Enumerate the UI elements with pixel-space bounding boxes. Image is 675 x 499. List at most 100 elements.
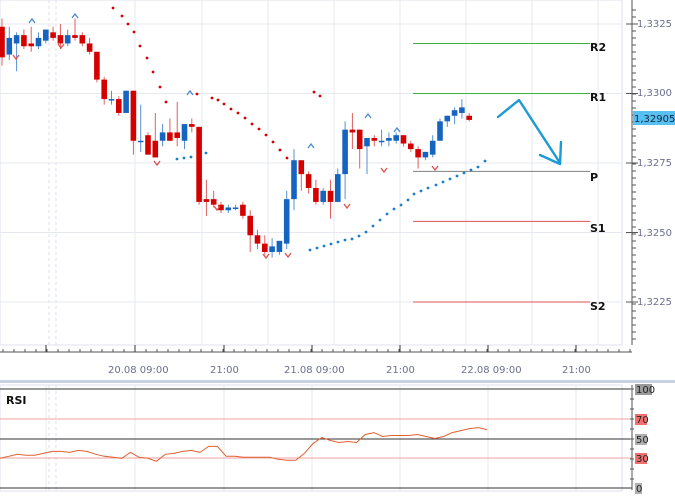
price-label-13275: 1,3275 <box>637 158 672 169</box>
time-label-3: 21:00 <box>386 365 415 376</box>
sar-dot <box>216 98 220 102</box>
sar-dot <box>164 100 168 104</box>
candle-body <box>79 35 86 44</box>
candle-body <box>196 126 202 202</box>
candle-body <box>335 174 341 202</box>
rsi-badge-0-bg <box>635 483 642 494</box>
time-label-5: 21:00 <box>562 365 591 376</box>
rsi-label-50: 50 <box>636 435 649 446</box>
sar-dot <box>264 133 268 137</box>
sar-dot <box>111 6 115 10</box>
candle-body <box>57 35 64 44</box>
candle-body <box>28 43 34 47</box>
fractal-down-icon <box>431 165 439 172</box>
candle-body <box>218 204 224 211</box>
candle-body <box>422 151 429 158</box>
fractal-up-icon <box>28 17 36 24</box>
sar-dot <box>455 174 459 178</box>
candle-body <box>291 160 297 200</box>
candle-body <box>393 135 399 141</box>
sar-dot <box>210 96 214 100</box>
rsi-label-70: 70 <box>636 415 649 426</box>
sar-dot <box>126 22 130 26</box>
rsi-badge-50-bg <box>635 434 647 445</box>
time-label-2: 21.08 09:00 <box>284 365 345 376</box>
candle-body <box>254 235 261 244</box>
rsi-title: RSI <box>6 394 27 407</box>
sar-dot <box>462 171 466 175</box>
main-plot-frame <box>0 0 623 346</box>
time-label-1: 21:00 <box>210 365 239 376</box>
sar-dot <box>371 224 375 228</box>
candle-body <box>108 99 115 101</box>
rsi-badge-70-bg <box>635 414 647 425</box>
sar-dot <box>448 177 452 181</box>
fractal-down-icon <box>153 160 161 167</box>
current-price-value: 1,32905 <box>634 114 675 125</box>
candle-body <box>262 243 268 252</box>
candle-body <box>305 174 312 189</box>
candle-body <box>386 137 392 141</box>
candle-body <box>415 149 421 158</box>
fractal-up-icon <box>307 142 315 149</box>
sar-dot <box>222 102 226 106</box>
sar-dot <box>399 203 403 207</box>
sar-dot <box>243 116 247 120</box>
time-label-0: 20.08 09:00 <box>108 365 169 376</box>
sar-dot <box>483 159 487 163</box>
candle-body <box>130 90 137 141</box>
candle-body <box>189 124 195 127</box>
sar-dot <box>476 165 480 169</box>
fractal-down-icon <box>57 43 65 50</box>
candle-body <box>101 79 107 100</box>
sar-dot <box>271 140 275 144</box>
candle-body <box>123 90 129 113</box>
rsi-badge-100-bg <box>635 384 652 395</box>
sar-dot <box>350 237 354 241</box>
candle-body <box>64 35 71 44</box>
candle-body <box>327 190 334 202</box>
sar-dot <box>257 127 261 131</box>
price-label-13300: 1,3300 <box>637 88 672 99</box>
candle-body <box>247 215 253 236</box>
candle-body <box>269 246 275 252</box>
pivot-label-r2: R2 <box>590 41 606 54</box>
sar-dot <box>315 246 319 250</box>
candle-body <box>145 135 151 155</box>
sar-dot <box>204 151 208 155</box>
sar-dot <box>182 156 186 160</box>
pivot-label-r1: R1 <box>590 91 606 104</box>
fractal-up-icon <box>393 126 401 133</box>
candle-body <box>35 37 42 47</box>
price-label-13225: 1,3225 <box>637 297 672 308</box>
sar-dot <box>138 44 142 48</box>
fractal-down-icon <box>343 203 351 210</box>
sar-dot <box>357 234 361 238</box>
sar-dot <box>189 155 193 159</box>
candle-body <box>298 160 305 175</box>
rsi-plot-frame <box>0 384 623 492</box>
candle-body <box>444 115 451 122</box>
fractal-markers <box>12 12 439 260</box>
fractal-up-icon <box>364 112 372 119</box>
sar-dot <box>419 189 423 193</box>
candle-body <box>72 35 78 38</box>
panel-splitter[interactable] <box>0 380 675 383</box>
candle-body <box>0 26 5 58</box>
parabolic-sar-dots <box>111 6 487 252</box>
rsi-label-30: 30 <box>636 454 649 465</box>
sar-dot <box>441 180 445 184</box>
rsi-label-0: 0 <box>636 484 642 495</box>
candle-body <box>167 132 173 141</box>
candle-body <box>225 207 232 211</box>
sar-dot <box>406 198 410 202</box>
rsi-badge-30-bg <box>635 453 647 464</box>
candle-body <box>283 199 290 244</box>
candle-body <box>116 99 122 113</box>
candle-body <box>437 121 443 141</box>
candle-body <box>159 132 166 141</box>
rsi-line <box>0 427 488 462</box>
candle-body <box>349 129 356 133</box>
candle-body <box>43 29 49 41</box>
